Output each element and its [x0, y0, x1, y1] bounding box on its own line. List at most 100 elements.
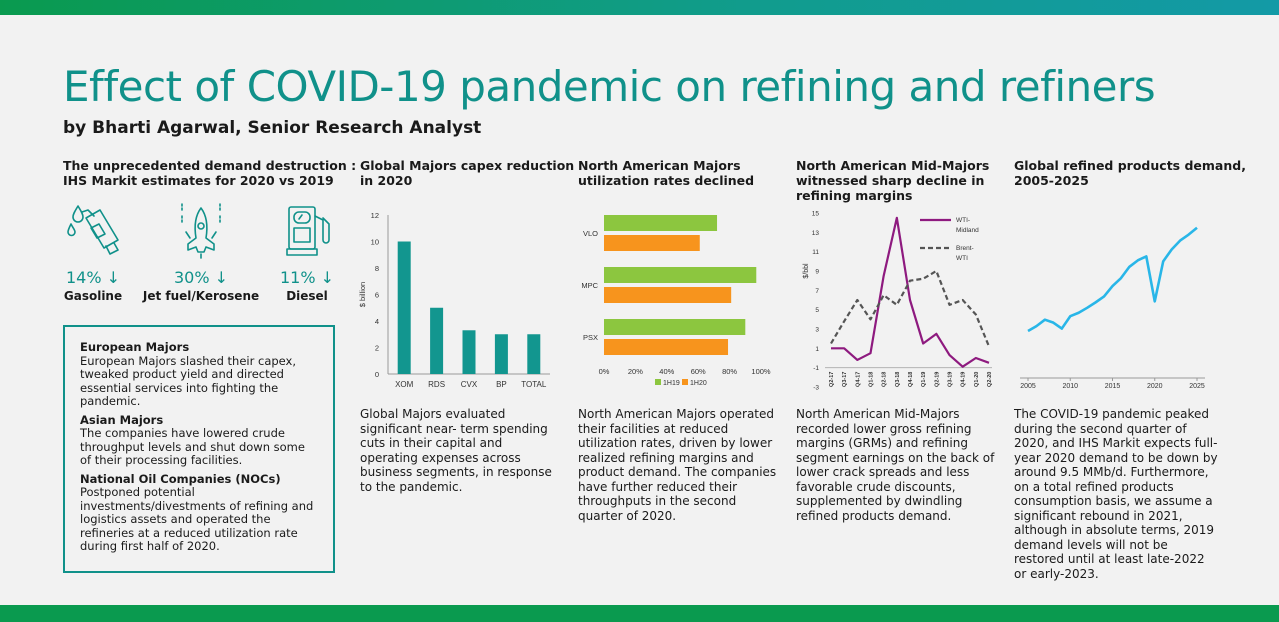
utilization-bar-chart: VLO MPC PSX 0% 20% 40% 60% 80% 100% 1H19 1H20: [581, 215, 771, 387]
bar-vlo-1h19: [604, 215, 718, 231]
x-tick-label: 2025: [1189, 383, 1205, 390]
box-section-text: European Majors slashed their capex, twe…: [80, 353, 297, 408]
y-tick-label: -1: [813, 365, 819, 372]
bar-total: [527, 334, 541, 374]
bar-rds: [430, 307, 444, 374]
x-tick-label: Q2-19: [934, 372, 940, 387]
x-tick-label: Q4-17: [855, 372, 861, 387]
x-tick-label: Q4-18: [908, 372, 914, 387]
y-tick-label: PSX: [583, 333, 598, 342]
demand-heading: The unprecedented demand destruction : I…: [63, 158, 357, 188]
x-tick-label: Q2-20: [987, 372, 993, 387]
y-tick-label: -3: [813, 385, 819, 392]
legend-swatch-1h20: [682, 379, 688, 385]
margins-heading: North American Mid-Majors witnessed shar…: [796, 158, 990, 203]
box-section: National Oil Companies (NOCs) Postponed …: [80, 471, 319, 554]
y-tick-label: 5: [815, 307, 819, 314]
box-section-heading: European Majors: [80, 340, 190, 354]
box-section: Asian Majors The companies have lowered …: [80, 412, 319, 468]
legend-label-brent-wti: WTI: [956, 255, 968, 262]
bar-vlo-1h20: [604, 235, 700, 251]
x-tick-label: 40%: [659, 367, 674, 376]
y-tick-label: 12: [371, 211, 379, 220]
margins-text: North American Mid-Majors recorded lower…: [796, 407, 995, 523]
x-tick-label: Q2-18: [882, 372, 888, 387]
y-tick-label: MPC: [581, 281, 598, 290]
y-axis-label: $/bbl: [803, 263, 810, 279]
x-tick-label: Q2-17: [829, 372, 835, 387]
y-axis-label: $ billion: [358, 282, 367, 307]
legend-label-wti-midland: Midland: [956, 227, 979, 234]
x-tick-label: 2020: [1147, 383, 1163, 390]
box-section-text: Postponed potential investments/divestme…: [80, 485, 314, 553]
bar-psx-1h20: [604, 339, 729, 355]
box-section: European Majors European Majors slashed …: [80, 340, 319, 409]
jet-fuel-reduction: 30% ↓: [173, 268, 229, 287]
y-tick-label: 0: [375, 370, 379, 379]
x-tick-label: 80%: [722, 367, 737, 376]
x-tick-label: 2005: [1020, 383, 1036, 390]
diesel-reduction: 11% ↓: [279, 268, 335, 287]
x-tick-label: 20%: [628, 367, 643, 376]
x-tick-label: Q3-17: [842, 372, 848, 387]
box-section-heading: National Oil Companies (NOCs): [80, 471, 281, 486]
y-tick-label: VLO: [583, 229, 598, 238]
regional-summary-box: European Majors European Majors slashed …: [63, 325, 335, 573]
legend-label-1h20: 1H20: [690, 380, 707, 387]
bar-xom: [397, 241, 411, 374]
x-tick-label: TOTAL: [521, 380, 547, 389]
y-tick-label: 2: [375, 344, 379, 353]
capex-bar-chart: 0 2 4 6 8 10 12 $ billion XOM RDS CVX BP TOTAL: [358, 211, 550, 389]
box-section-text: The companies have lowered crude through…: [80, 426, 305, 467]
demand-line-chart: 2005 2010 2015 2020 2025: [1020, 226, 1205, 390]
legend-swatch-1h19: [655, 379, 661, 385]
bar-mpc-1h20: [604, 287, 732, 303]
y-tick-label: 7: [815, 288, 819, 295]
x-tick-label: Q3-18: [895, 372, 901, 387]
y-tick-label: 9: [815, 269, 819, 276]
bar-psx-1h19: [604, 319, 746, 335]
x-tick-label: CVX: [461, 380, 478, 389]
x-tick-label: Q3-19: [948, 372, 954, 387]
y-tick-label: 13: [812, 230, 820, 237]
bar-bp: [494, 334, 508, 374]
y-tick-label: 8: [375, 264, 379, 273]
capex-heading: Global Majors capex reduction in 2020: [360, 158, 575, 188]
legend-label-wti-midland: WTI-: [956, 217, 970, 224]
y-tick-label: 3: [815, 327, 819, 334]
line-brent-wti: [830, 269, 991, 347]
x-tick-label: 2010: [1062, 383, 1078, 390]
gasoline-label: Gasoline: [63, 289, 123, 303]
y-tick-label: 6: [375, 291, 379, 300]
x-tick-label: RDS: [428, 380, 445, 389]
y-tick-label: 4: [375, 317, 379, 326]
demand-line: [1027, 226, 1198, 333]
bar-mpc-1h19: [604, 267, 757, 283]
x-tick-label: 60%: [691, 367, 706, 376]
fuel-nozzle-icon: [67, 205, 119, 255]
x-tick-label: Q1-18: [869, 372, 875, 387]
legend-label-1h19: 1H19: [663, 380, 680, 387]
box-section-heading: Asian Majors: [80, 412, 164, 427]
page-title: Effect of COVID-19 pandemic on refining …: [63, 62, 1156, 111]
y-tick-label: 10: [371, 238, 379, 247]
x-tick-label: 100%: [751, 367, 771, 376]
gasoline-reduction: 14% ↓: [65, 268, 121, 287]
y-tick-label: 1: [815, 346, 819, 353]
x-tick-label: Q1-19: [921, 372, 927, 387]
demand-chart-heading: Global refined products demand, 2005-202…: [1014, 158, 1246, 188]
bar-cvx: [462, 330, 476, 374]
legend-label-brent-wti: Brent-: [956, 245, 974, 252]
bottom-accent-bar: [0, 605, 1279, 622]
utilization-heading: North American Majors utilization rates …: [578, 158, 755, 188]
capex-text: Global Majors evaluated significant near…: [360, 407, 552, 494]
top-accent-bar: [0, 0, 1279, 15]
line-wti-midland: [831, 216, 990, 368]
x-tick-label: 2015: [1105, 383, 1121, 390]
x-tick-label: XOM: [395, 380, 414, 389]
fuel-pump-icon: [286, 206, 330, 256]
y-tick-label: 15: [812, 211, 820, 218]
jet-icon: [181, 203, 221, 259]
y-tick-label: 11: [812, 249, 819, 256]
